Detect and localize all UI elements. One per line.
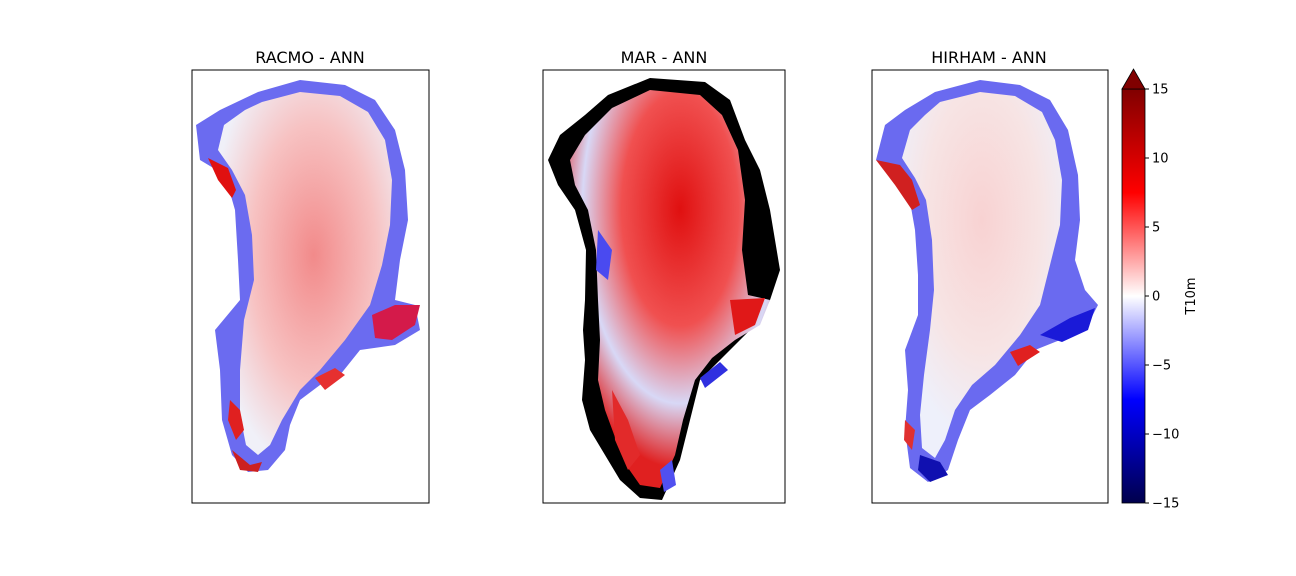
margin-warm (228, 400, 244, 440)
colorbar-ticks: −15 −10 −5 0 5 10 15 (1145, 83, 1179, 512)
margin-warm (372, 305, 420, 340)
margin-cold (918, 455, 948, 482)
panel-hirham: HIRHAM - ANN (871, 48, 1109, 504)
panel-racmo: RACMO - ANN (191, 48, 430, 504)
panel-title: MAR - ANN (621, 48, 708, 67)
colorbar-tick-label: 0 (1152, 290, 1160, 305)
colorbar: −15 −10 −5 0 5 10 15 T10m (1121, 68, 1199, 512)
colorbar-bar (1121, 88, 1146, 504)
margin-warm (612, 390, 640, 470)
margin-cold (596, 230, 612, 280)
colorbar-tick-label: −5 (1152, 359, 1171, 374)
margin-warm (876, 160, 920, 210)
margin-warm (315, 368, 345, 390)
margin-warm (208, 158, 236, 198)
colorbar-tick-label: −15 (1152, 497, 1179, 512)
margin-cold (660, 460, 676, 492)
panel-title: RACMO - ANN (255, 48, 365, 67)
colorbar-extend-arrow (1121, 68, 1146, 90)
greenland-interior (902, 92, 1062, 458)
colorbar-tick-label: 10 (1152, 152, 1169, 167)
colorbar-tick-label: 15 (1152, 83, 1169, 98)
colorbar-tick-label: 5 (1152, 221, 1160, 236)
panel-title: HIRHAM - ANN (931, 48, 1046, 67)
margin-cold (700, 362, 728, 388)
margin-warm (904, 420, 915, 450)
margin-warm (730, 298, 765, 335)
colorbar-label: T10m (1184, 277, 1199, 315)
greenland-interior (218, 92, 392, 455)
margin-warm (1010, 345, 1040, 366)
colorbar-tick-label: −10 (1152, 428, 1179, 443)
panel-mar: MAR - ANN (542, 48, 786, 504)
margin-cold (1040, 308, 1095, 342)
margin-warm (232, 450, 262, 472)
greenland-interior (570, 90, 770, 488)
